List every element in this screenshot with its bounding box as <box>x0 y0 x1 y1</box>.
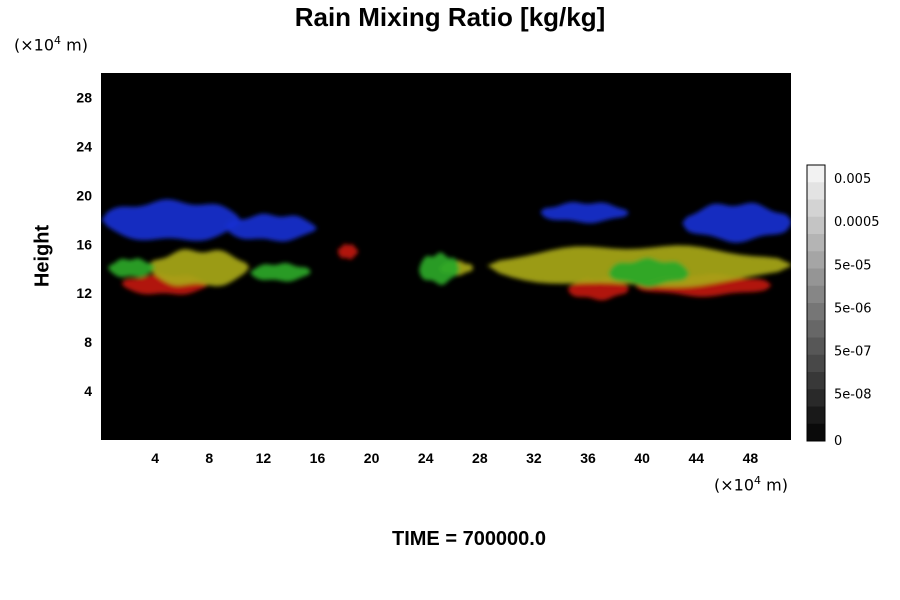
x-tick-label: 8 <box>205 450 213 466</box>
y-axis-unit: (×104 m) <box>14 34 88 55</box>
x-tick-label: 16 <box>310 450 326 466</box>
rain-field-region <box>101 199 244 241</box>
colorbar-label: 5e-06 <box>834 301 872 316</box>
colorbar-swatch <box>807 285 825 304</box>
rain-field-region <box>225 213 318 242</box>
colorbar-swatch <box>807 389 825 407</box>
x-tick-label: 20 <box>364 450 380 466</box>
colorbar-label: 5e-05 <box>834 258 872 273</box>
colorbar-swatch <box>807 182 825 200</box>
y-tick-label: 12 <box>76 285 92 301</box>
y-tick-label: 24 <box>76 138 92 154</box>
x-tick-label: 32 <box>526 450 542 466</box>
colorbar-frame <box>806 164 826 442</box>
colorbar-swatch <box>807 406 825 425</box>
colorbar-swatch <box>807 354 825 373</box>
colorbar-label: 5e-07 <box>834 345 872 360</box>
x-tick-label: 48 <box>743 450 759 466</box>
colorbar-label: 5e-08 <box>834 388 872 403</box>
colorbar-swatch <box>807 234 825 252</box>
rain-field-region <box>682 202 791 243</box>
x-tick-label: 28 <box>472 450 488 466</box>
rain-field-layer <box>101 199 791 301</box>
colorbar-swatch <box>807 320 825 338</box>
y-tick-label: 4 <box>84 383 92 399</box>
colorbar-swatch <box>807 372 825 390</box>
rain-field-region <box>249 263 311 282</box>
rain-field-region <box>608 257 690 288</box>
x-tick-label: 44 <box>689 450 705 466</box>
colorbar-swatch <box>807 216 825 235</box>
y-axis-ticks: 4 8 12 16 20 24 28 <box>76 89 92 399</box>
colorbar-label: 0 <box>834 434 842 449</box>
x-tick-label: 40 <box>634 450 650 466</box>
y-tick-label: 8 <box>84 334 92 350</box>
y-tick-label: 28 <box>76 89 92 105</box>
colorbar-swatch <box>807 337 825 356</box>
rain-field-region <box>567 277 629 301</box>
rain-field-region <box>418 252 460 285</box>
rain-field-region <box>337 243 359 260</box>
y-tick-label: 16 <box>76 236 92 252</box>
colorbar-label: 0.005 <box>834 172 871 187</box>
chart-title: Rain Mixing Ratio [kg/kg] <box>294 2 606 32</box>
colorbar-swatch <box>807 165 825 183</box>
colorbar-swatch <box>807 423 825 442</box>
colorbar: 0.005 0.0005 5e-05 5e-06 5e-07 5e-08 0 <box>806 164 880 449</box>
x-tick-label: 36 <box>580 450 596 466</box>
rain-field-region <box>540 202 629 224</box>
colorbar-label: 0.0005 <box>834 215 880 230</box>
colorbar-swatch <box>807 199 825 218</box>
colorbar-swatch <box>807 251 825 269</box>
x-tick-label: 12 <box>256 450 272 466</box>
x-tick-label: 4 <box>151 450 159 466</box>
colorbar-swatch <box>807 303 825 321</box>
rain-field-region <box>107 258 156 278</box>
colorbar-swatch <box>807 268 825 287</box>
x-axis-unit: (×104 m) <box>714 474 788 495</box>
y-tick-label: 20 <box>76 187 92 203</box>
rain-field-region <box>148 249 250 287</box>
x-axis-ticks: 4 8 12 16 20 24 28 32 36 40 44 48 <box>151 450 758 466</box>
x-tick-label: 24 <box>418 450 434 466</box>
time-label: TIME = 700000.0 <box>392 528 546 550</box>
